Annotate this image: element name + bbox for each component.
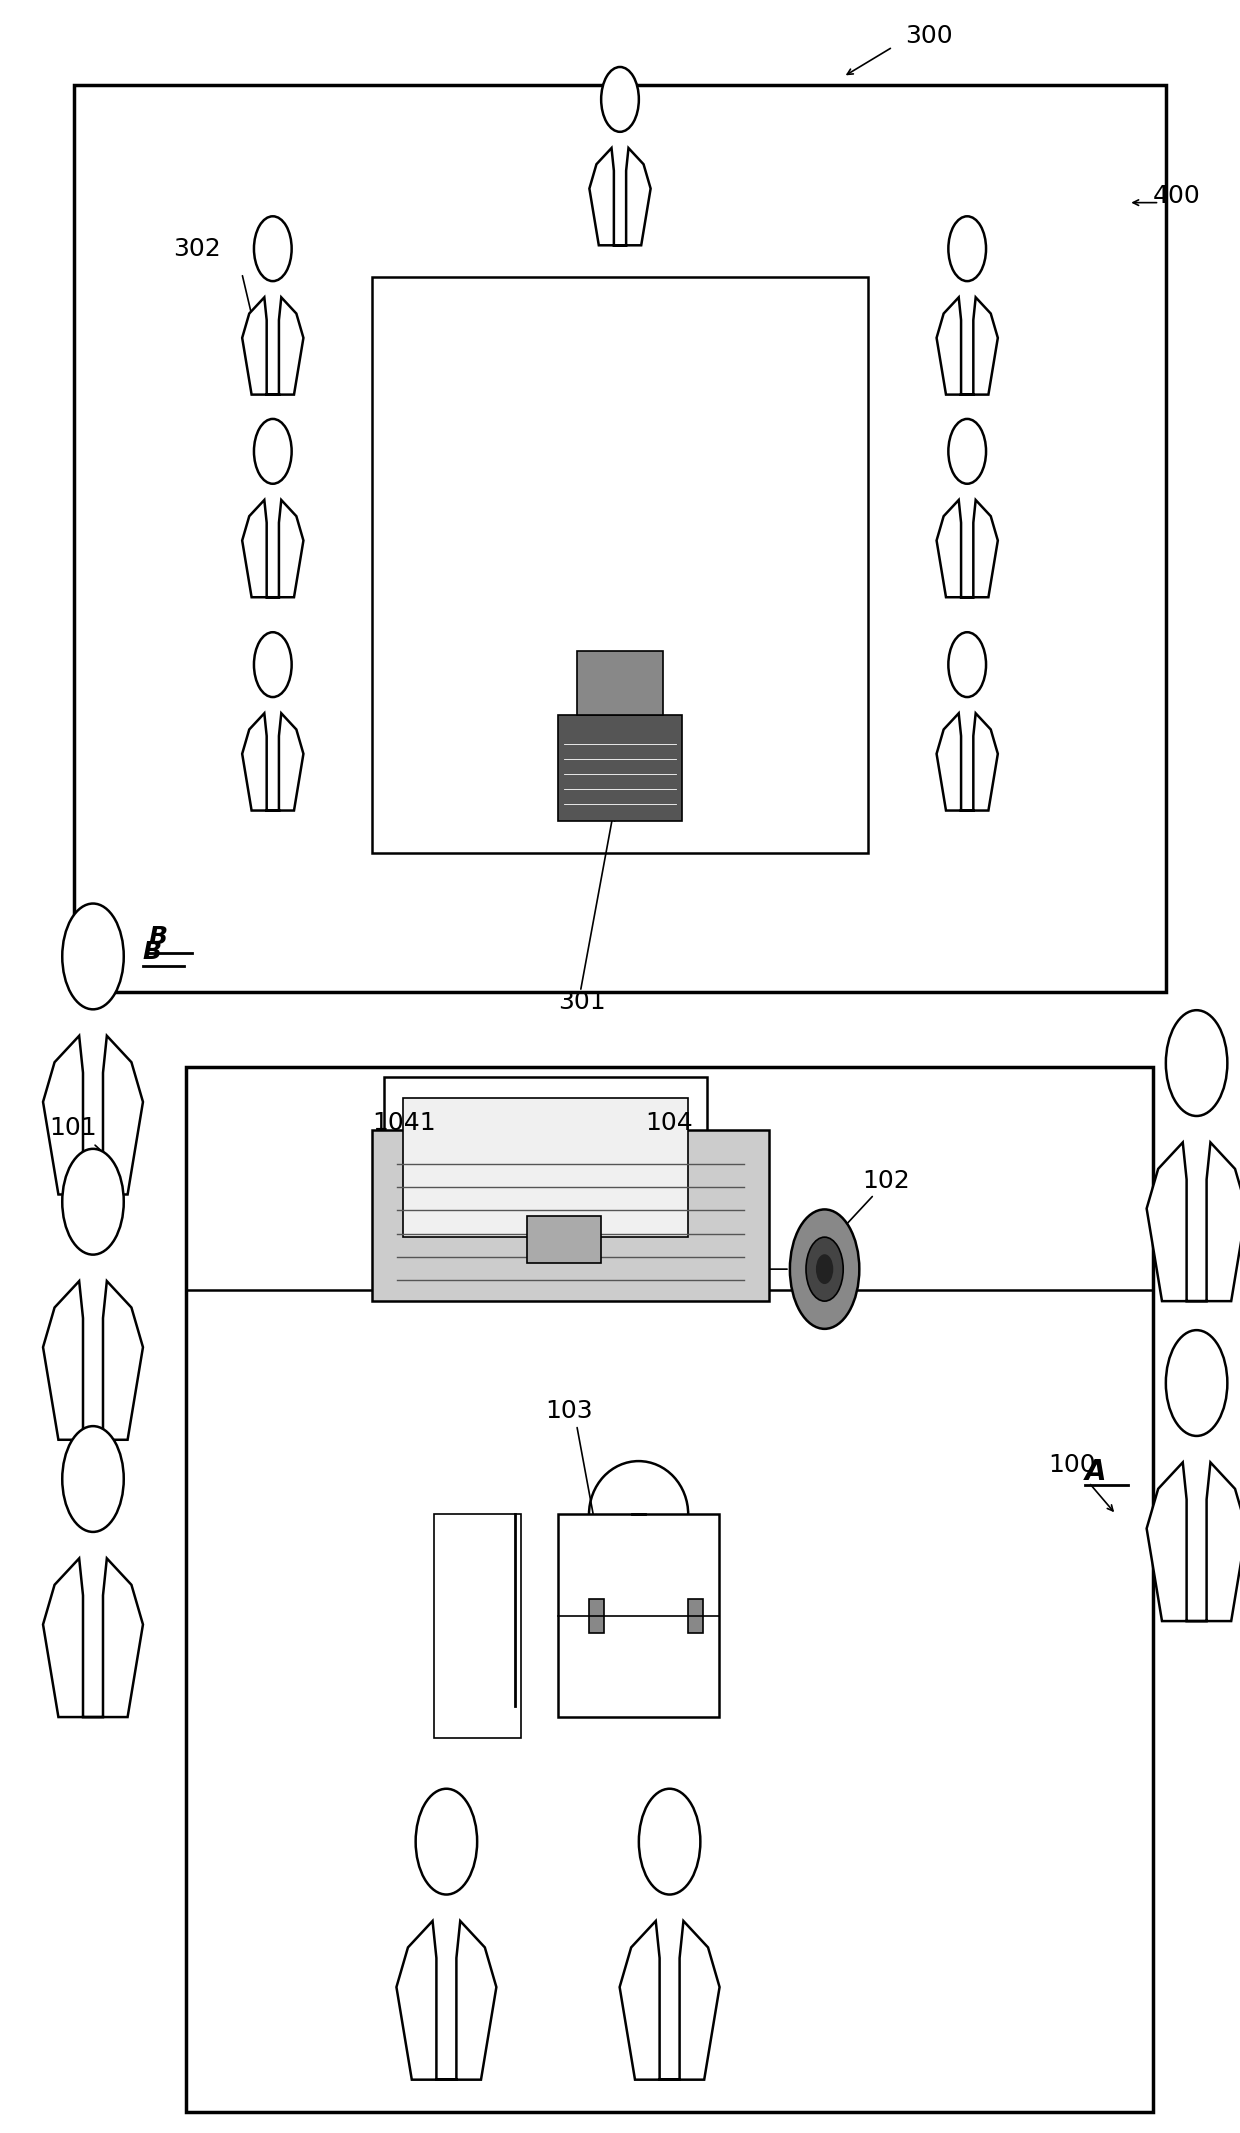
Polygon shape bbox=[242, 712, 304, 811]
Text: 1041: 1041 bbox=[372, 1111, 435, 1135]
FancyBboxPatch shape bbox=[434, 1514, 521, 1738]
Polygon shape bbox=[43, 1559, 143, 1717]
FancyBboxPatch shape bbox=[577, 651, 663, 715]
Circle shape bbox=[639, 1790, 701, 1894]
Polygon shape bbox=[589, 147, 651, 245]
Text: B: B bbox=[143, 941, 161, 964]
Text: 103: 103 bbox=[546, 1399, 593, 1423]
FancyBboxPatch shape bbox=[403, 1098, 688, 1237]
Circle shape bbox=[254, 215, 291, 282]
Polygon shape bbox=[242, 499, 304, 597]
Text: 102: 102 bbox=[862, 1169, 910, 1192]
FancyBboxPatch shape bbox=[589, 1600, 604, 1634]
Circle shape bbox=[62, 1427, 124, 1531]
Text: 300: 300 bbox=[905, 23, 952, 47]
Circle shape bbox=[949, 215, 986, 282]
Text: B: B bbox=[149, 926, 167, 949]
Circle shape bbox=[790, 1209, 859, 1329]
FancyBboxPatch shape bbox=[558, 1514, 719, 1717]
Polygon shape bbox=[1147, 1143, 1240, 1301]
FancyBboxPatch shape bbox=[74, 85, 1166, 992]
Circle shape bbox=[415, 1790, 477, 1894]
Text: 400: 400 bbox=[1153, 183, 1202, 207]
Circle shape bbox=[1166, 1331, 1228, 1436]
Text: 100: 100 bbox=[1048, 1453, 1095, 1476]
Circle shape bbox=[62, 904, 124, 1009]
FancyBboxPatch shape bbox=[384, 1077, 707, 1258]
Circle shape bbox=[816, 1254, 833, 1284]
Circle shape bbox=[601, 66, 639, 132]
Polygon shape bbox=[936, 296, 998, 395]
Circle shape bbox=[1166, 1011, 1228, 1116]
Circle shape bbox=[62, 1150, 124, 1254]
Polygon shape bbox=[397, 1922, 496, 2080]
Text: 101: 101 bbox=[50, 1116, 97, 1139]
FancyBboxPatch shape bbox=[527, 1216, 601, 1263]
Polygon shape bbox=[1147, 1463, 1240, 1621]
Polygon shape bbox=[43, 1282, 143, 1440]
Circle shape bbox=[949, 631, 986, 697]
Circle shape bbox=[806, 1237, 843, 1301]
Text: 302: 302 bbox=[174, 237, 222, 260]
Circle shape bbox=[254, 631, 291, 697]
FancyBboxPatch shape bbox=[688, 1600, 703, 1634]
Text: 301: 301 bbox=[558, 990, 605, 1013]
Circle shape bbox=[949, 418, 986, 484]
Polygon shape bbox=[242, 296, 304, 395]
Circle shape bbox=[254, 418, 291, 484]
Text: 104: 104 bbox=[645, 1111, 693, 1135]
Text: A: A bbox=[1085, 1457, 1106, 1487]
Polygon shape bbox=[620, 1922, 719, 2080]
FancyBboxPatch shape bbox=[558, 715, 682, 821]
FancyBboxPatch shape bbox=[372, 1130, 769, 1301]
FancyBboxPatch shape bbox=[186, 1066, 1153, 2112]
Polygon shape bbox=[936, 712, 998, 811]
Polygon shape bbox=[43, 1037, 143, 1194]
Polygon shape bbox=[936, 499, 998, 597]
FancyBboxPatch shape bbox=[372, 277, 868, 853]
